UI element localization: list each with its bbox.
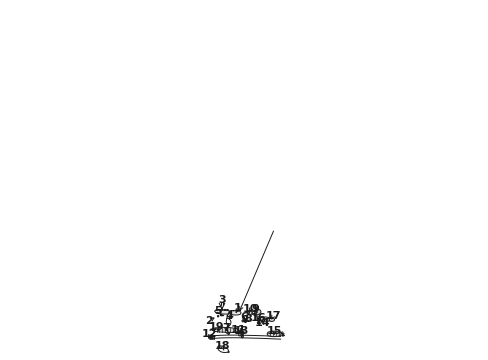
Text: 18: 18: [214, 341, 229, 351]
Circle shape: [244, 321, 245, 322]
Text: 16: 16: [250, 313, 265, 323]
Polygon shape: [259, 317, 270, 322]
Text: 15: 15: [266, 327, 281, 336]
Ellipse shape: [235, 310, 236, 311]
Polygon shape: [214, 310, 229, 314]
Ellipse shape: [232, 310, 234, 311]
Polygon shape: [212, 327, 238, 333]
Text: 3: 3: [218, 295, 225, 305]
Text: 17: 17: [265, 311, 281, 321]
Text: 6: 6: [240, 312, 248, 322]
Polygon shape: [247, 311, 252, 315]
Text: 7: 7: [222, 323, 229, 333]
Text: 4: 4: [225, 311, 233, 321]
Polygon shape: [268, 318, 274, 321]
Text: 14: 14: [254, 318, 269, 328]
Text: 2: 2: [205, 316, 213, 326]
Text: 5: 5: [214, 306, 222, 316]
Polygon shape: [266, 331, 281, 337]
Text: 1: 1: [233, 303, 241, 314]
Text: 10: 10: [242, 304, 258, 314]
Polygon shape: [228, 311, 241, 315]
Circle shape: [242, 320, 243, 321]
Text: 13: 13: [233, 326, 249, 336]
Text: 9: 9: [251, 304, 259, 314]
Ellipse shape: [237, 310, 239, 311]
Text: 12: 12: [201, 329, 216, 339]
Polygon shape: [254, 310, 261, 315]
Ellipse shape: [230, 310, 231, 311]
Text: 8: 8: [244, 314, 252, 324]
Text: 19: 19: [209, 322, 224, 332]
Text: 11: 11: [230, 325, 245, 335]
